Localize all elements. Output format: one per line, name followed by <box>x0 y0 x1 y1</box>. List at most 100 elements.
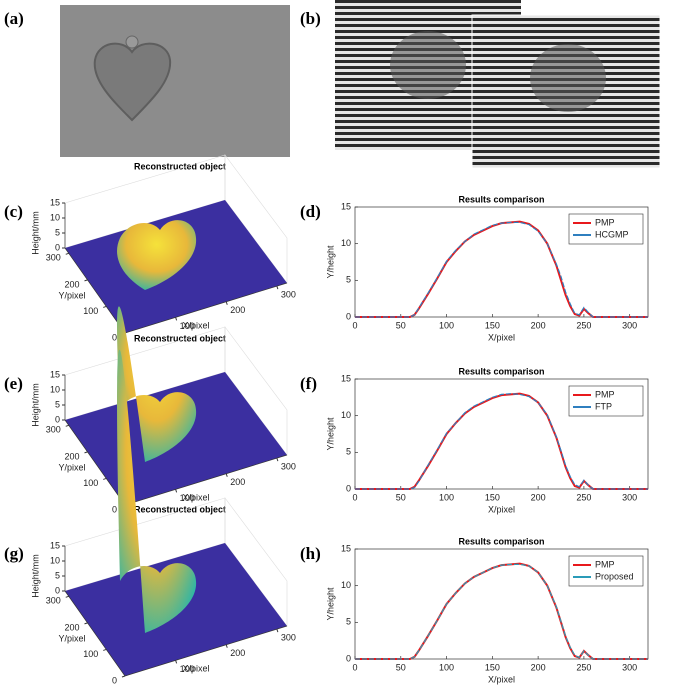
z-tick-label: 5 <box>55 399 60 409</box>
x-tick-label: 100 <box>180 321 195 331</box>
axis-line <box>64 247 126 334</box>
chart-title: Results comparison <box>458 366 544 376</box>
y-tick-label: 15 <box>341 373 351 383</box>
y-tick-label: 100 <box>83 306 98 316</box>
y-tick <box>84 279 88 282</box>
y-tick <box>121 675 126 678</box>
y-tick-label: 0 <box>112 675 117 685</box>
legend-label: PMP <box>595 389 615 399</box>
x-tick <box>225 473 228 477</box>
x-tick <box>276 285 279 290</box>
x-tick-label: 150 <box>485 320 500 330</box>
y-tick <box>84 622 88 625</box>
x-tick-label: 300 <box>281 462 296 472</box>
y-tick-label: 100 <box>83 478 98 488</box>
axis-line <box>124 454 288 506</box>
y-tick <box>103 305 107 308</box>
x-tick-label: 200 <box>230 477 245 487</box>
axis-line <box>124 625 288 677</box>
z-axis-label: Height/mm <box>30 554 40 598</box>
z-tick-label: 0 <box>55 242 60 252</box>
legend-label: Proposed <box>595 571 634 581</box>
legend-box <box>568 213 644 245</box>
legend-box <box>568 555 644 587</box>
y-tick-label: 300 <box>46 596 61 606</box>
x-axis-label: X/pixel <box>488 332 515 342</box>
x-axis-label: X/pixel <box>182 492 209 502</box>
y-tick-label: 15 <box>341 201 351 211</box>
x-tick-label: 100 <box>439 492 454 502</box>
x-tick-label: 200 <box>531 320 546 330</box>
y-tick-label: 200 <box>64 622 79 632</box>
y-tick-label: 0 <box>346 483 351 493</box>
z-tick-label: 0 <box>55 585 60 595</box>
chart-title: Results comparison <box>458 536 544 546</box>
back-wall <box>224 497 288 627</box>
panel-label: (b) <box>300 9 321 28</box>
z-tick-label: 5 <box>55 227 60 237</box>
surface-title: Reconstructed object <box>134 504 226 514</box>
x-tick-label: 200 <box>230 305 245 315</box>
x-tick-label: 150 <box>485 662 500 672</box>
y-tick-label: 15 <box>341 543 351 553</box>
y-tick-label: 5 <box>346 275 351 285</box>
panel-label: (h) <box>300 544 321 563</box>
x-axis-label: X/pixel <box>488 504 515 514</box>
y-tick-label: 10 <box>341 580 351 590</box>
x-tick <box>276 457 279 462</box>
x-tick-label: 300 <box>281 633 296 643</box>
x-tick-label: 50 <box>396 492 406 502</box>
surface-title: Reconstructed object <box>134 161 226 171</box>
z-tick-label: 15 <box>50 540 60 550</box>
x-tick-label: 200 <box>230 648 245 658</box>
z-tick-label: 10 <box>50 555 60 565</box>
z-tick-label: 10 <box>50 212 60 222</box>
x-tick <box>276 628 279 633</box>
legend-label: FTP <box>595 401 612 411</box>
y-tick <box>103 477 107 480</box>
y-tick <box>84 451 88 454</box>
panel-label: (c) <box>4 202 23 221</box>
y-tick-label: 0 <box>112 504 117 514</box>
x-tick-label: 250 <box>576 662 591 672</box>
x-tick-label: 300 <box>622 320 637 330</box>
x-tick-label: 100 <box>439 662 454 672</box>
axis-line <box>64 419 126 506</box>
y-axis-label: Y/height <box>325 587 335 621</box>
surface-object <box>117 220 197 290</box>
y-tick-label: 0 <box>346 311 351 321</box>
x-tick-label: 100 <box>180 664 195 674</box>
y-tick-label: 0 <box>346 653 351 663</box>
y-tick-label: 300 <box>46 425 61 435</box>
y-tick <box>103 648 107 651</box>
y-tick <box>65 424 69 427</box>
panel-label: (e) <box>4 374 23 393</box>
y-axis-label: Y/height <box>325 417 335 451</box>
x-tick <box>175 660 178 664</box>
y-tick-label: 200 <box>64 451 79 461</box>
panel-label: (a) <box>4 9 24 28</box>
legend-label: PMP <box>595 217 615 227</box>
z-axis-label: Height/mm <box>30 211 40 255</box>
panel-label: (g) <box>4 544 24 563</box>
y-axis-label: Y/pixel <box>58 290 85 300</box>
y-tick-label: 5 <box>346 447 351 457</box>
x-axis-label: X/pixel <box>488 674 515 684</box>
chart-title: Results comparison <box>458 194 544 204</box>
z-tick-label: 0 <box>55 414 60 424</box>
legend-label: HCGMP <box>595 229 629 239</box>
x-axis-label: X/pixel <box>182 663 209 673</box>
legend-label: PMP <box>595 559 615 569</box>
y-tick-label: 10 <box>341 238 351 248</box>
z-tick-label: 5 <box>55 570 60 580</box>
z-tick-label: 15 <box>50 197 60 207</box>
series-line <box>355 393 648 490</box>
x-tick <box>225 644 228 648</box>
y-tick-label: 5 <box>346 617 351 627</box>
panel-label: (f) <box>300 374 317 393</box>
panel-label: (d) <box>300 202 321 221</box>
x-tick-label: 200 <box>531 492 546 502</box>
y-tick-label: 0 <box>112 332 117 342</box>
x-tick-label: 150 <box>485 492 500 502</box>
